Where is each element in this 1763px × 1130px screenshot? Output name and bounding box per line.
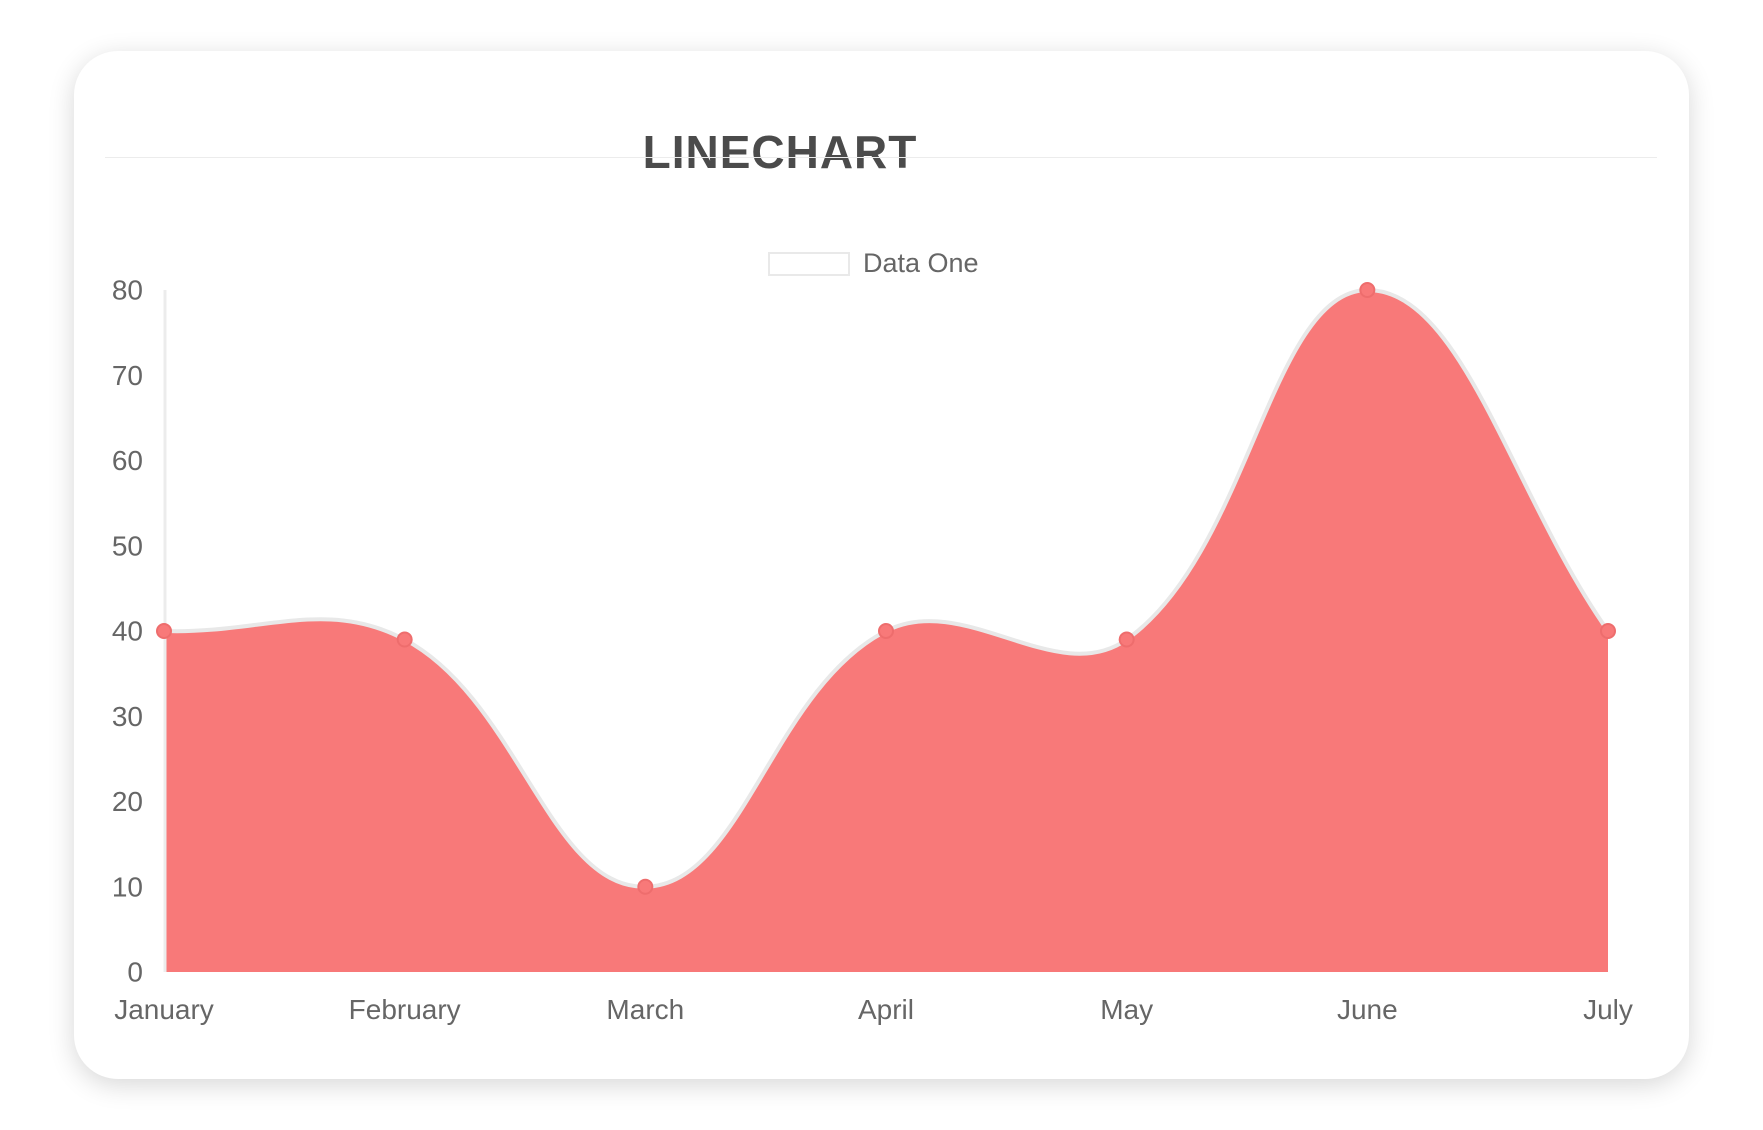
legend-swatch: [768, 251, 850, 276]
y-tick-label: 10: [112, 871, 143, 902]
data-point: [1600, 623, 1616, 639]
x-tick-label: March: [606, 994, 684, 1025]
y-tick-label: 20: [112, 786, 143, 817]
data-point: [878, 623, 894, 639]
data-point: [637, 878, 654, 895]
y-tick-label: 50: [112, 530, 143, 561]
data-point: [156, 623, 172, 639]
legend-item-data-one[interactable]: Data One: [768, 248, 979, 279]
x-tick-label: January: [114, 994, 214, 1025]
x-tick-label: July: [1583, 994, 1633, 1025]
title-divider: [105, 157, 1657, 158]
data-point: [396, 631, 413, 648]
y-tick-label: 80: [112, 275, 143, 306]
y-tick-label: 30: [112, 701, 143, 732]
chart-title: LINECHART: [642, 126, 918, 178]
data-point: [1359, 282, 1376, 298]
y-tick-label: 60: [112, 445, 143, 476]
y-tick-label: 70: [112, 360, 143, 391]
y-tick-label: 0: [127, 957, 143, 988]
y-tick-label: 40: [112, 616, 143, 647]
legend-label: Data One: [863, 248, 979, 278]
x-tick-label: May: [1100, 994, 1153, 1025]
x-tick-label: April: [858, 994, 914, 1025]
x-tick-label: June: [1337, 994, 1398, 1025]
legend: Data One: [768, 248, 979, 279]
line-stroke: [162, 288, 1610, 889]
x-tick-label: February: [349, 994, 461, 1025]
chart-card: LINECHART 0 10 20 30 40 50 60 70 80 January Februa…: [74, 51, 1689, 1079]
data-point: [1118, 631, 1135, 648]
line-chart-plot: 0 10 20 30 40 50 60 70 80 January February March Apr…: [112, 275, 1633, 1026]
